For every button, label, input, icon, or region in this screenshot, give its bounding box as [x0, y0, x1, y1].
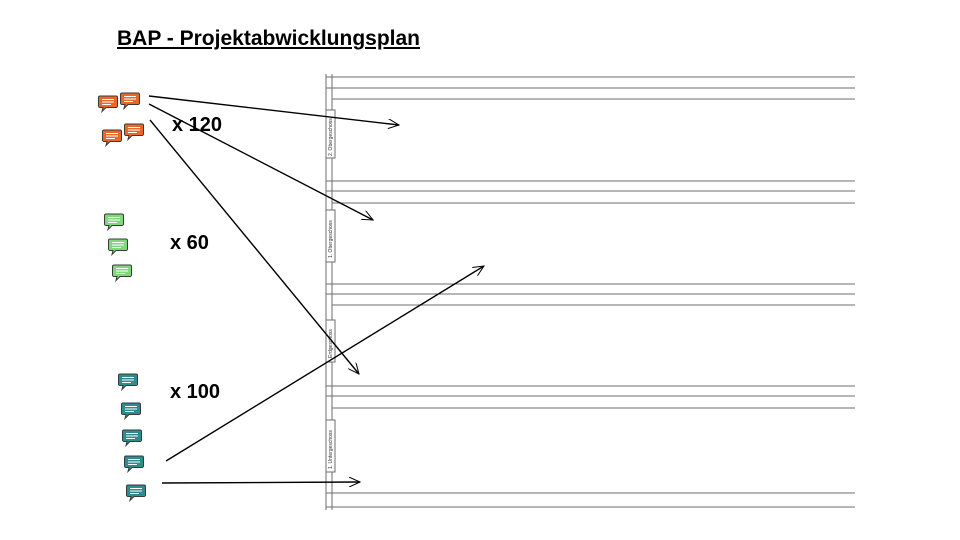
arrow-teal-to-1og: [165, 266, 484, 462]
speech-bubble-icon: [122, 429, 142, 446]
floor-label: 2. Obergeschoss: [328, 118, 334, 156]
bubble-group-green: [104, 213, 132, 281]
speech-bubble-icon: [126, 484, 146, 501]
speech-bubble-icon: [98, 95, 118, 112]
floor-label: 1. Obergeschoss: [328, 220, 334, 258]
speech-bubble-icon: [108, 238, 128, 255]
count-label-orange: x 120: [172, 114, 223, 136]
floor-1og: 1. Obergeschoss: [325, 209, 855, 306]
speech-bubble-icon: [112, 264, 132, 281]
floor-label: 1. Untergeschoss: [328, 430, 334, 469]
speech-bubble-icon: [118, 373, 138, 390]
bubble-group-orange: [98, 92, 144, 146]
count-label-green: x 60: [170, 232, 209, 254]
building-section: [325, 74, 855, 510]
floor-label: Erdgeschoss: [328, 329, 334, 358]
bubble-group-teal: [118, 373, 146, 501]
speech-bubble-icon: [120, 92, 140, 109]
speech-bubble-icon: [102, 129, 122, 146]
arrow-orange-to-1og: [148, 103, 373, 221]
speech-bubble-icon: [124, 455, 144, 472]
page-title: BAP - Projektabwicklungsplan: [117, 27, 421, 50]
speech-bubble-icon: [121, 402, 141, 419]
arrow-orange-to-eg: [149, 119, 359, 374]
count-label-teal: x 100: [170, 381, 221, 403]
speech-bubble-icon: [124, 123, 144, 140]
floor-2og: 2. Obergeschoss: [325, 109, 855, 204]
speech-bubble-icon: [104, 213, 124, 230]
floor-eg: Erdgeschoss: [325, 319, 855, 409]
arrows: [148, 95, 484, 483]
floor-1ug: 1. Untergeschoss: [325, 419, 855, 508]
arrow-orange-to-2og: [148, 95, 399, 125]
arrow-teal-to-1ug: [161, 482, 360, 483]
